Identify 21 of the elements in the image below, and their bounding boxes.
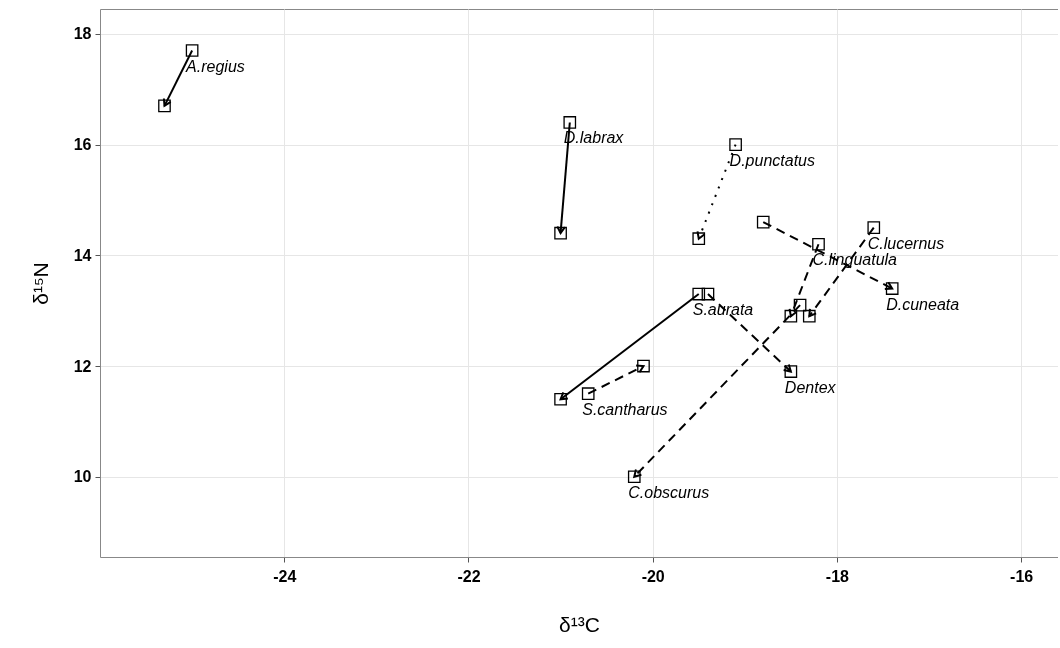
y-tick-label: 16 (73, 136, 92, 154)
annotation: C.linguatula (812, 251, 898, 269)
y-tick-label: 18 (73, 25, 92, 43)
x-tick-label: -18 (825, 567, 850, 585)
x-tick-label: -24 (273, 567, 297, 585)
annotation: D.punctatus (729, 151, 815, 169)
annotation: S.cantharus (582, 400, 668, 418)
annotation: Dentex (784, 378, 837, 396)
annotation: C.lucernus (867, 234, 945, 252)
x-tick-label: -22 (457, 567, 481, 585)
y-tick-label: 12 (73, 357, 92, 375)
annotation: S.aurata (692, 301, 754, 319)
annotation: C.obscurus (628, 483, 710, 501)
x-tick-label: -16 (1010, 567, 1034, 585)
annotation: D.cuneata (886, 295, 960, 313)
x-axis-title: δ¹³C (559, 612, 600, 636)
y-tick-label: 10 (73, 468, 92, 486)
annotation: A.regius (185, 57, 245, 75)
y-axis-title: δ¹⁵N (28, 262, 52, 305)
y-tick-label: 14 (73, 246, 92, 264)
x-tick-label: -20 (641, 567, 665, 585)
